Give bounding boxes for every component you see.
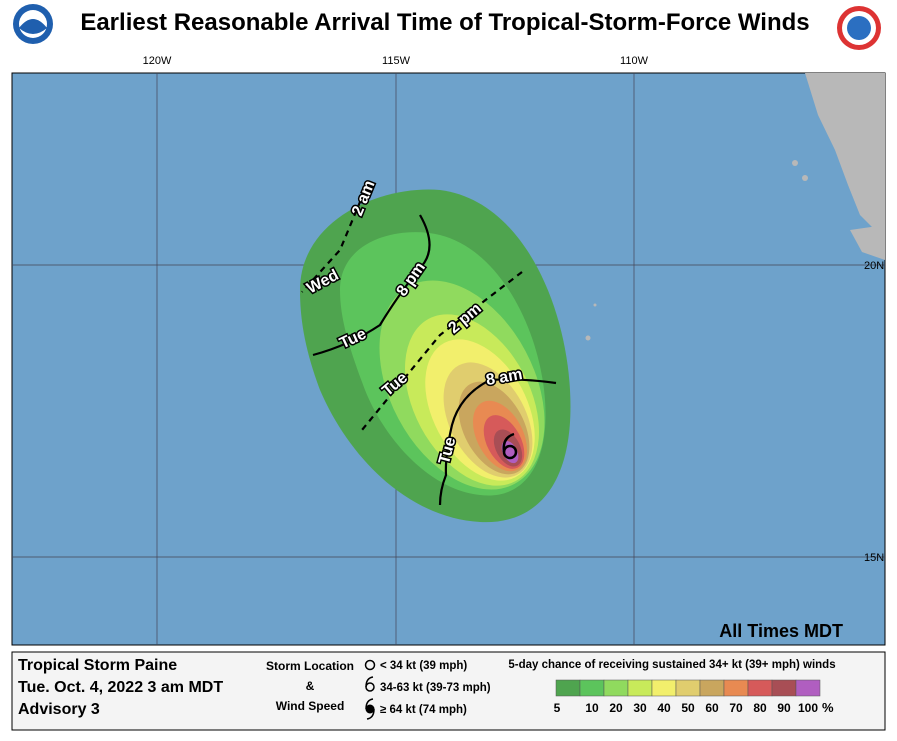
scale-label: 90 [777,701,791,715]
scale-unit: % [822,700,834,715]
scale-label: 5 [554,701,561,715]
lat-label: 15N [864,552,884,564]
symbol-ts [365,676,375,692]
scale-swatch [771,679,797,697]
scale-swatch [555,679,581,697]
lat-label: 20N [864,260,884,272]
symbol-label: 34-63 kt (39-73 mph) [380,682,491,694]
wind-speed: Wind Speed [276,699,345,713]
scale-label: 30 [633,701,647,715]
island [792,160,798,166]
scale-swatch [627,679,653,697]
storm-symbol [502,432,518,460]
scale-label: 80 [753,701,767,715]
nws-logo [837,6,881,50]
title: Earliest Reasonable Arrival Time of Trop… [80,9,809,36]
symbol-weak [364,659,376,671]
contours [301,189,557,506]
scale-swatch [675,679,701,697]
scale-swatch [747,679,773,697]
scale-swatch [603,679,629,697]
noaa-logo [13,4,53,44]
storm-name: Tropical Storm Paine [18,657,177,674]
times-note: All Times MDT [719,621,843,641]
lon-label: 120W [143,55,172,67]
lon-label: 110W [620,55,649,67]
scale-label: 10 [585,701,599,715]
land [850,225,885,260]
lon-label: 115W [382,55,411,67]
scale-label: 70 [729,701,743,715]
island [585,335,591,341]
symbol-label: ≥ 64 kt (74 mph) [380,704,467,716]
scale-swatch [579,679,605,697]
advisory: Advisory 3 [18,701,100,718]
amp: & [306,679,315,693]
scale-label: 50 [681,701,695,715]
scale-swatch [723,679,749,697]
scale-swatch [651,679,677,697]
scale-label: 40 [657,701,671,715]
land [805,73,885,240]
symbol-label: < 34 kt (39 mph) [380,660,467,672]
legend: Tropical Storm Paine Tue. Oct. 4, 2022 3… [11,651,886,731]
island [593,303,597,307]
symbol-hu [365,698,375,720]
storm-location: Storm Location [266,659,354,673]
scale-swatch [795,679,821,697]
issued: Tue. Oct. 4, 2022 3 am MDT [18,679,223,696]
island [802,175,808,181]
scale-label: 60 [705,701,719,715]
scale-label: 20 [609,701,623,715]
scale-title: 5-day chance of receiving sustained 34+ … [508,659,835,671]
scale-label: 100 [798,701,818,715]
scale-swatch [699,679,725,697]
